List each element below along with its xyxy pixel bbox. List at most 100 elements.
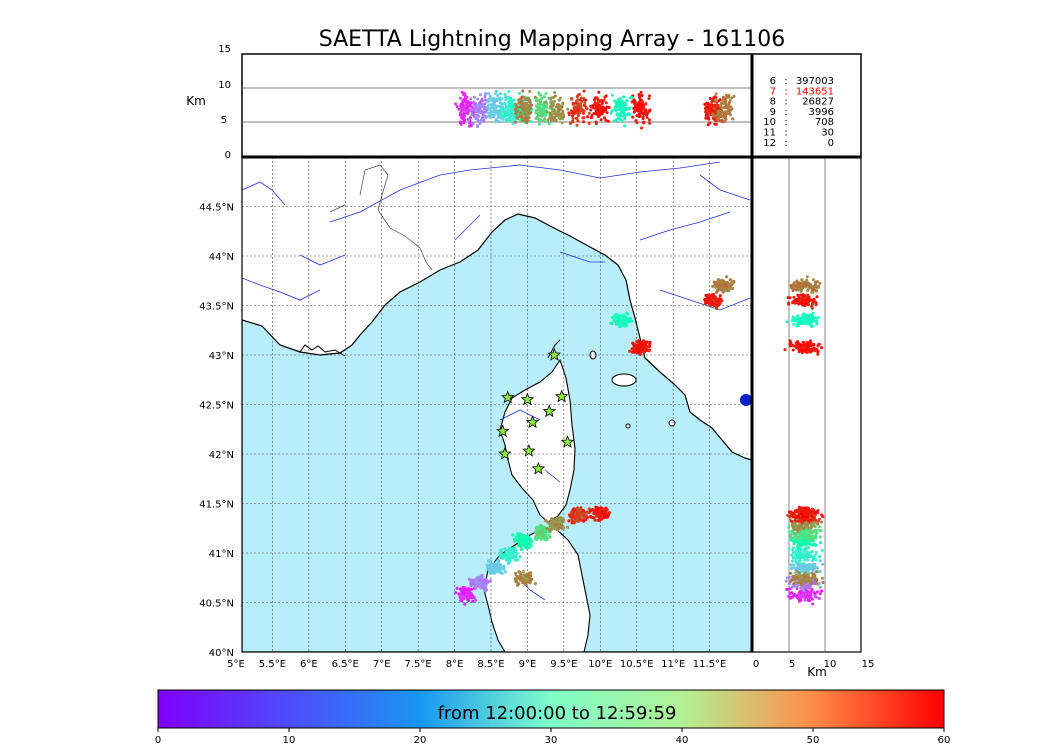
lightning-point-altitude	[578, 92, 582, 96]
colorbar-gradient	[157, 689, 945, 729]
lightning-point-lat-altitude	[796, 284, 800, 288]
lightning-point	[510, 548, 514, 552]
lightning-point	[615, 312, 619, 316]
lightning-point-lat-altitude	[814, 316, 818, 320]
lightning-point-lat-altitude	[807, 506, 810, 510]
station-star-icon	[547, 347, 562, 361]
lightning-point-lat-altitude	[806, 294, 810, 298]
lightning-point-lat-altitude	[792, 563, 796, 567]
lightning-point-lat-altitude	[804, 543, 808, 547]
lightning-point-altitude	[710, 100, 714, 104]
lightning-point	[623, 321, 627, 325]
station-star-icon	[501, 390, 515, 404]
lightning-point-altitude	[579, 109, 583, 113]
lightning-point-altitude	[633, 99, 637, 103]
lightning-point-altitude	[557, 116, 561, 120]
lightning-point-altitude	[706, 123, 710, 127]
lightning-point-lat-altitude	[792, 322, 796, 326]
lightning-point	[630, 347, 634, 351]
altitude-tick-label: 5	[221, 115, 227, 126]
lightning-point-altitude	[540, 96, 544, 100]
altitude-scatter-points	[454, 89, 736, 130]
lightning-point-altitude	[524, 114, 528, 118]
lightning-point	[492, 566, 496, 570]
lightning-point-altitude	[604, 101, 608, 105]
lat-altitude-tick-label: 15	[862, 659, 875, 670]
lightning-point-altitude	[493, 120, 497, 124]
lightning-point-lat-altitude	[809, 320, 813, 324]
lightning-point	[500, 571, 504, 575]
lightning-point-lat-altitude	[800, 566, 804, 570]
lightning-point-lat-altitude	[814, 558, 818, 562]
lightning-point-lat-altitude	[797, 524, 801, 528]
lightning-point-altitude	[594, 120, 598, 124]
lightning-point-lat-altitude	[796, 519, 800, 523]
lightning-point	[519, 578, 524, 583]
lightning-point-lat-altitude	[789, 571, 793, 575]
lightning-point	[606, 513, 611, 517]
lightning-point	[504, 570, 508, 574]
lightning-point	[725, 275, 729, 279]
lightning-point-lat-altitude	[808, 543, 812, 546]
lightning-point	[541, 529, 545, 533]
lightning-point-altitude	[493, 92, 497, 96]
lightning-point-altitude	[719, 105, 723, 109]
lightning-point-lat-altitude	[814, 565, 818, 569]
lightning-point-altitude	[579, 106, 583, 110]
lightning-point-altitude	[460, 90, 464, 94]
lightning-point	[488, 559, 493, 563]
lightning-point-lat-altitude	[802, 526, 806, 530]
lat-altitude-tick-label: 10	[824, 659, 837, 670]
lightning-point	[503, 547, 507, 551]
lightning-point	[473, 586, 478, 590]
lightning-point	[732, 280, 736, 284]
lightning-point-lat-altitude	[816, 590, 819, 594]
lightning-point-altitude	[575, 123, 579, 127]
lightning-point-lat-altitude	[785, 320, 789, 324]
lightning-point	[596, 514, 600, 518]
lightning-point-altitude	[509, 101, 513, 105]
lightning-point-lat-altitude	[802, 346, 805, 350]
lightning-point-lat-altitude	[818, 525, 821, 529]
lightning-point-altitude	[640, 94, 644, 97]
lightning-point	[557, 526, 562, 530]
lightning-point-lat-altitude	[812, 590, 816, 594]
lightning-point-altitude	[586, 115, 590, 119]
lightning-point	[718, 294, 722, 298]
lightning-point	[583, 511, 587, 515]
lightning-point-altitude	[719, 109, 722, 113]
lightning-point	[570, 514, 575, 519]
lightning-point	[626, 312, 630, 316]
lightning-point	[596, 518, 601, 523]
lightning-point-lat-altitude	[811, 516, 815, 520]
lightning-point-lat-altitude	[791, 525, 795, 529]
lightning-point-altitude	[602, 98, 606, 102]
lightning-point	[455, 586, 459, 590]
lightning-point-altitude	[618, 114, 622, 118]
lightning-point-altitude	[587, 111, 591, 115]
lightning-point-altitude	[533, 95, 537, 99]
map-x-tick-label: 7°E	[373, 659, 391, 670]
lightning-point-lat-altitude	[802, 316, 806, 320]
lightning-point-altitude	[538, 103, 542, 106]
station-count-colon: :	[784, 107, 787, 118]
lightning-point-lat-altitude	[803, 558, 807, 562]
lightning-point	[642, 340, 646, 345]
lightning-point-altitude	[462, 120, 466, 124]
lightning-point-altitude	[595, 105, 599, 109]
lightning-point-altitude	[525, 121, 529, 125]
lightning-point	[597, 509, 601, 513]
lightning-point-lat-altitude	[806, 598, 810, 602]
lightning-point-altitude	[574, 116, 578, 120]
lightning-point	[616, 316, 620, 320]
lightning-point-altitude	[603, 108, 606, 112]
lightning-point	[704, 301, 708, 305]
lightning-point-altitude	[537, 98, 541, 102]
map-y-tick-label: 40°N	[209, 648, 234, 659]
lightning-point-lat-altitude	[792, 295, 796, 299]
lightning-point-lat-altitude	[818, 535, 822, 539]
lightning-point-altitude	[530, 103, 534, 107]
lightning-point	[600, 510, 604, 514]
lightning-point-altitude	[609, 111, 613, 115]
lightning-point-lat-altitude	[813, 525, 817, 529]
